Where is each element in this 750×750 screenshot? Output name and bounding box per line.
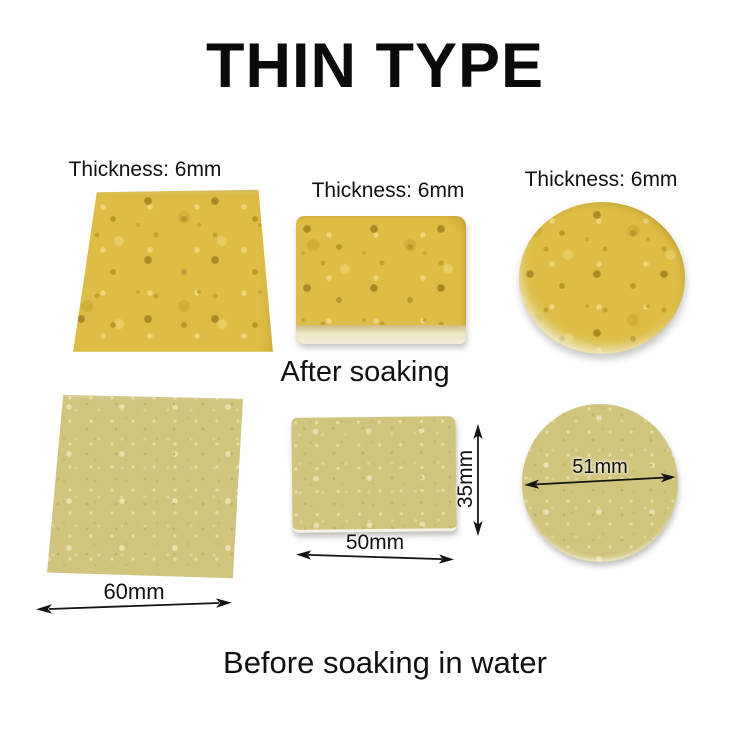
square-width-arrow-icon [36, 595, 232, 618]
rectangle-width-arrow-icon [296, 547, 454, 568]
square-width-label: 60mm [103, 579, 165, 604]
wet-square-sponge-photo [73, 189, 273, 352]
dry-square-sponge-photo [47, 394, 243, 579]
before-soaking-caption: Before soaking in water [223, 645, 547, 680]
rectangle-height-arrow-icon [471, 424, 485, 536]
thickness-label-circle: Thickness: 6mm [524, 168, 678, 191]
thickness-label-square: Thickness: 6mm [68, 158, 222, 181]
thickness-label-rectangle: Thickness: 6mm [311, 179, 465, 202]
dry-rectangle-sponge-photo [291, 416, 457, 533]
circle-diameter-label: 51mm [572, 456, 628, 478]
wet-round-sponge-photo [519, 202, 685, 354]
dry-round-sponge-photo [522, 404, 678, 562]
page-title: THIN TYPE [205, 31, 545, 101]
rectangle-width-label: 50mm [345, 531, 405, 554]
wet-rectangle-sponge-photo [296, 216, 466, 344]
after-soaking-caption: After soaking [280, 356, 450, 388]
circle-diameter-arrow-icon [524, 469, 677, 493]
